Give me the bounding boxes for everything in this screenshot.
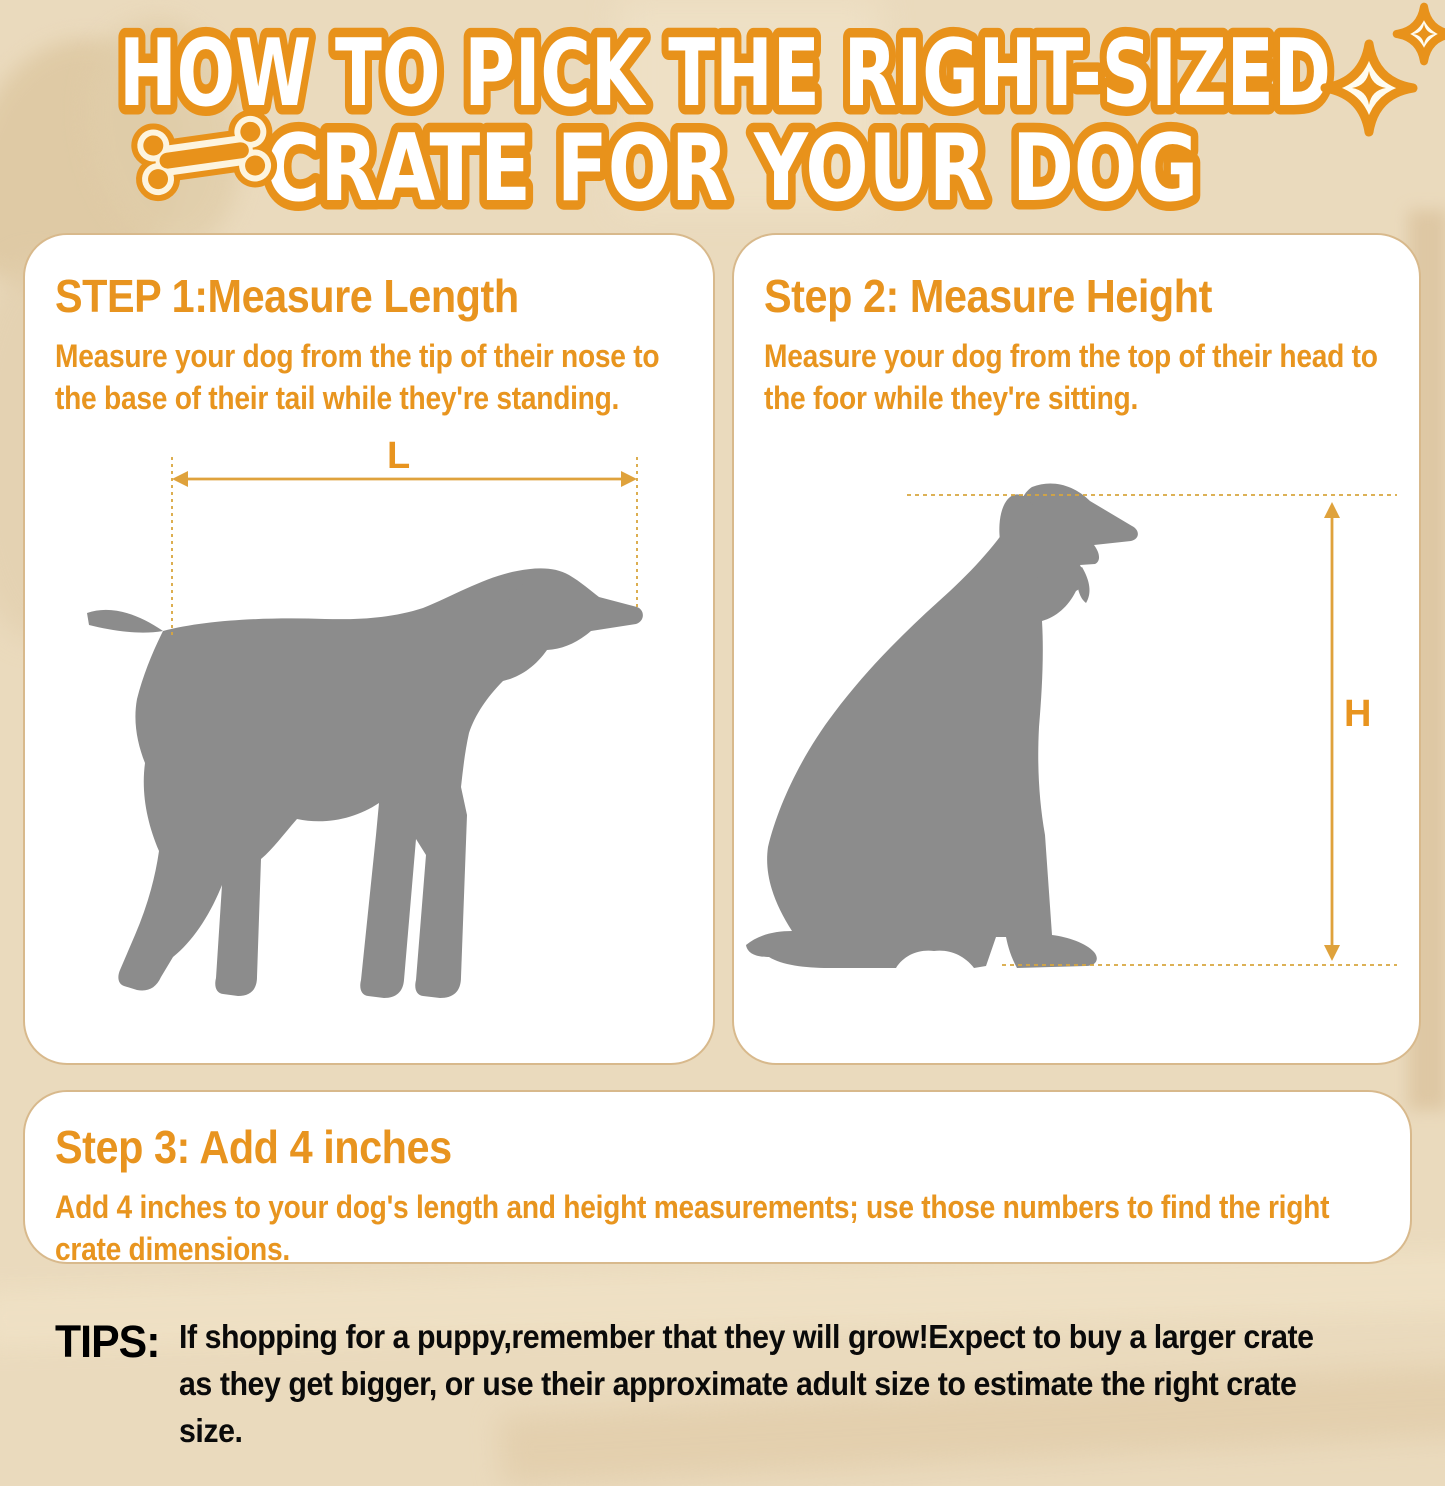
height-arrow <box>907 494 1397 966</box>
step2-body: Measure your dog from the top of their h… <box>764 338 1378 417</box>
step3-panel: Step 3: Add 4 inches Add 4 inches to you… <box>23 1090 1412 1267</box>
sitting-dog-measure-diagram <box>746 483 1397 968</box>
step1-panel: STEP 1:Measure Length Measure your dog f… <box>23 233 715 1065</box>
sitting-dog-icon <box>746 483 1138 968</box>
tips-text: If shopping for a puppy,remember that th… <box>179 1318 1314 1449</box>
sparkles-icon <box>1320 2 1445 137</box>
height-label: H <box>1344 693 1372 735</box>
step1-heading: STEP 1:Measure Length <box>55 270 519 322</box>
step3-heading: Step 3: Add 4 inches <box>55 1121 452 1173</box>
step3-body: Add 4 inches to your dog's length and he… <box>55 1189 1330 1268</box>
length-label: L <box>387 435 411 477</box>
tips-section: TIPS: If shopping for a puppy,remember t… <box>23 1314 1421 1455</box>
step2-panel: Step 2: Measure Height Measure your dog … <box>732 233 1421 1065</box>
page-title: HOW TO PICK THE RIGHT-SIZED CRATE FOR YO… <box>111 12 1339 220</box>
standing-dog-icon <box>87 568 643 998</box>
standing-dog-measure-diagram <box>87 457 643 998</box>
bone-icon <box>131 109 278 202</box>
tips-label: TIPS: <box>55 1316 160 1367</box>
step1-body: Measure your dog from the tip of their n… <box>55 338 660 417</box>
step2-heading: Step 2: Measure Height <box>764 270 1212 322</box>
title-line-1: HOW TO PICK THE RIGHT-SIZED <box>119 20 1331 128</box>
title-line-2: CRATE FOR YOUR DOG <box>266 114 1198 220</box>
length-arrow <box>171 457 638 639</box>
